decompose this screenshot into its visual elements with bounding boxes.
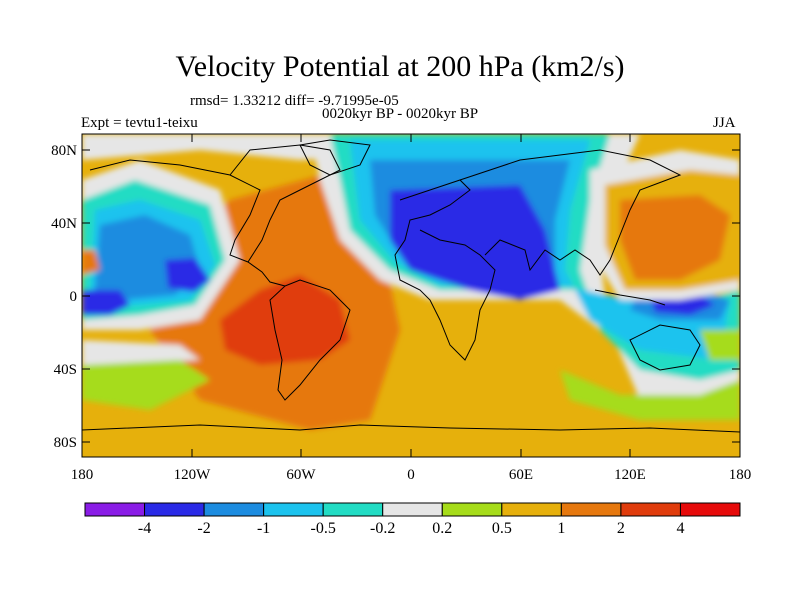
colorbar-swatch [203,502,265,517]
colorbar-label: 2 [616,520,625,537]
lon-label-120e: 120E [614,467,646,483]
experiment-label: Expt = tevtu1-teixu [81,115,198,131]
lon-label-0: 0 [407,467,415,483]
colorbar-label: -0.2 [370,520,396,537]
colorbar-swatch [679,502,741,517]
lat-label-40s: 40S [54,362,77,378]
coastlines [82,139,740,433]
colorbar-swatch [441,502,503,517]
season-label: JJA [713,115,736,131]
lon-label-180-left: 180 [71,467,94,483]
colorbar-label: 4 [676,520,685,537]
colorbar-swatch [263,502,324,517]
lon-label-180-right: 180 [729,467,752,483]
colorbar-swatch [620,502,681,517]
map-title: Velocity Potential at 200 hPa (km2/s) [175,50,625,83]
lat-label-40n: 40N [51,216,77,232]
colorbar-label: 1 [557,520,566,537]
colorbar-label: 0.5 [491,520,512,537]
colorbar-label: -1 [256,520,271,537]
colorbar-swatch [322,502,384,517]
lat-label-0: 0 [70,289,78,305]
colorbar [84,502,741,517]
lon-ticks [81,134,741,457]
colorbar-label: -4 [137,520,152,537]
colorbar-swatch [144,502,205,517]
lon-label-60w: 60W [286,467,316,483]
colorbar-swatch [84,502,146,517]
colorbar-swatch [501,502,562,517]
contour-field [82,134,740,457]
colorbar-label: 0.2 [432,520,453,537]
lon-label-120w: 120W [174,467,212,483]
lat-ticks [82,149,740,443]
colorbar-swatch [382,502,443,517]
period-text: 0020kyr BP - 0020kyr BP [322,106,479,122]
colorbar-label: -0.5 [310,520,336,537]
lat-label-80s: 80S [54,435,77,451]
colorbar-swatch [560,502,622,517]
stats-text: rmsd= 1.33212 diff= -9.71995e-05 [190,93,399,109]
lat-label-80n: 80N [51,143,77,159]
colorbar-label: -2 [197,520,211,537]
lat-labels: 80N 40N 0 40S 80S [51,143,77,451]
lon-label-60e: 60E [509,467,533,483]
lon-labels: 180 120W 60W 0 60E 120E 180 [71,467,752,483]
